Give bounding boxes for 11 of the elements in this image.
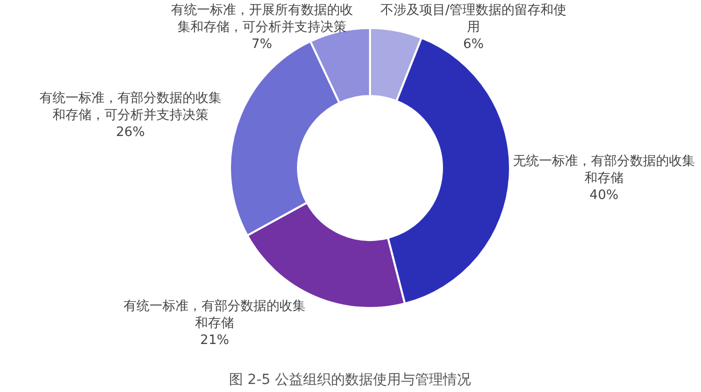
data-label: 21% xyxy=(199,332,230,349)
slice-label: 无统一标准，有部分数据的收集和存储 xyxy=(512,153,696,188)
slice-label: 有统一标准，有部分数据的收集和存储，可分析并支持决策 xyxy=(38,90,222,124)
data-label: 6% xyxy=(462,36,485,53)
slice-label: 有统一标准，有部分数据的收集和存储 xyxy=(122,298,307,332)
slice-label: 有统一标准，开展所有数据的收集和存储，可分析并支持决策 xyxy=(170,2,354,36)
text: 图 2-5 公益组织的数据使用与管理情况 xyxy=(229,372,471,388)
data-label: 40% xyxy=(588,187,620,204)
data-label: 7% xyxy=(250,36,274,53)
data-label: 26% xyxy=(114,124,146,142)
slice-label: 不涉及项目/管理数据的留存和使用 xyxy=(379,2,568,36)
